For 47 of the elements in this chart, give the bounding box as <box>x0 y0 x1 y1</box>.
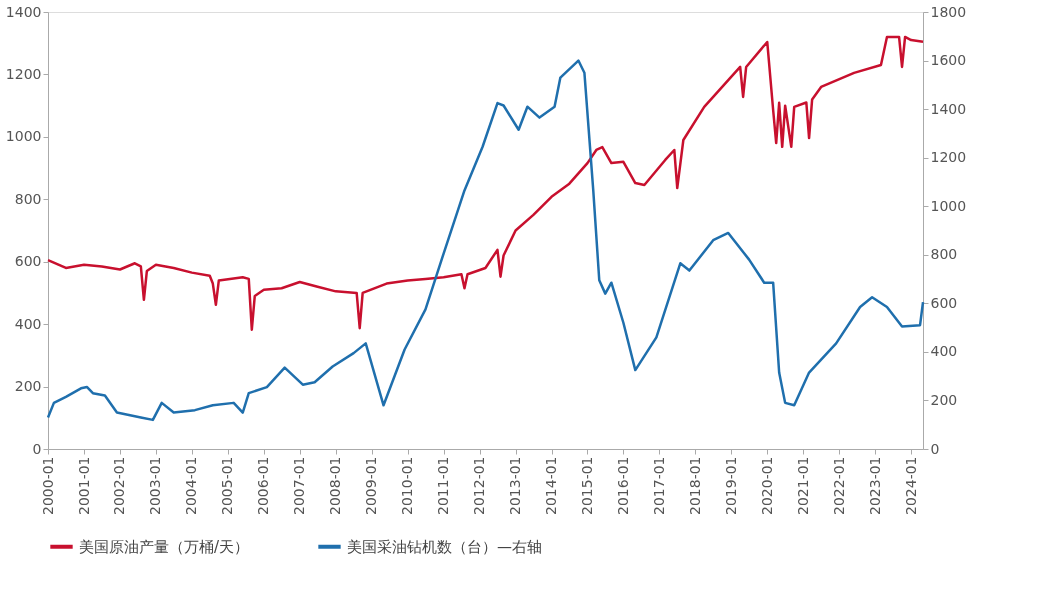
x-tick-label: 2018-01 <box>686 456 703 515</box>
x-tick-label: 2006-01 <box>255 456 272 515</box>
x-tick-label: 2014-01 <box>543 456 560 515</box>
x-tick-label: 2023-01 <box>866 456 883 515</box>
legend-label: 美国原油产量（万桶/天） <box>79 537 250 556</box>
x-tick-label: 2015-01 <box>578 456 595 515</box>
x-tick-label: 2024-01 <box>902 456 919 515</box>
y2-tick-label: 1600 <box>930 52 967 69</box>
x-tick-label: 2004-01 <box>183 456 200 515</box>
x-tick-label: 2013-01 <box>507 456 524 515</box>
y2-tick-label: 1800 <box>930 3 967 20</box>
y2-tick-label: 400 <box>930 343 958 360</box>
y2-tick-label: 1200 <box>930 149 967 166</box>
y2-tick-label: 800 <box>930 246 958 263</box>
y2-tick-label: 1000 <box>930 197 967 214</box>
y-tick-label: 800 <box>14 190 42 207</box>
x-tick-label: 2008-01 <box>327 456 344 515</box>
y-tick-label: 0 <box>32 440 42 457</box>
x-tick-label: 2016-01 <box>614 456 631 515</box>
x-tick-label: 2020-01 <box>758 456 775 515</box>
y-tick-label: 200 <box>14 378 42 395</box>
line-series <box>46 59 925 422</box>
x-tick-label: 2002-01 <box>111 456 128 515</box>
x-tick-label: 2012-01 <box>471 456 488 515</box>
x-tick-label: 2005-01 <box>219 456 236 515</box>
x-tick-label: 2019-01 <box>722 456 739 515</box>
y2-tick-label: 600 <box>930 294 958 311</box>
y-tick-label: 1000 <box>5 128 42 145</box>
x-tick-label: 2000-01 <box>39 456 56 515</box>
x-tick-label: 2010-01 <box>399 456 416 515</box>
y2-tick-label: 0 <box>930 440 940 457</box>
y-tick-label: 1400 <box>5 3 42 20</box>
legend-label: 美国采油钻机数（台）—右轴 <box>347 537 542 556</box>
x-tick-label: 2011-01 <box>435 456 452 515</box>
x-tick-label: 2017-01 <box>650 456 667 515</box>
x-tick-label: 2007-01 <box>291 456 308 515</box>
line-series <box>46 35 925 332</box>
x-tick-label: 2022-01 <box>830 456 847 515</box>
x-tick-label: 2003-01 <box>147 456 164 515</box>
x-tick-label: 2021-01 <box>794 456 811 515</box>
y2-tick-label: 200 <box>930 391 958 408</box>
y2-tick-label: 1400 <box>930 100 967 117</box>
y-tick-label: 600 <box>14 253 42 270</box>
x-tick-label: 2009-01 <box>363 456 380 515</box>
y-tick-label: 400 <box>14 315 42 332</box>
x-tick-label: 2001-01 <box>75 456 92 515</box>
y-tick-label: 1200 <box>5 65 42 82</box>
